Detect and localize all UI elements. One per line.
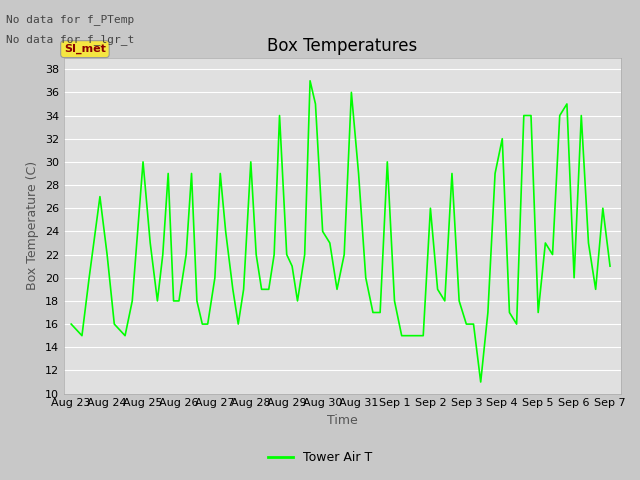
- Text: No data for f_PTemp: No data for f_PTemp: [6, 14, 134, 25]
- X-axis label: Time: Time: [327, 414, 358, 427]
- Title: Box Temperatures: Box Temperatures: [268, 36, 417, 55]
- Legend: Tower Air T: Tower Air T: [263, 446, 377, 469]
- Text: No data for f_lgr_t: No data for f_lgr_t: [6, 34, 134, 45]
- Text: SI_met: SI_met: [64, 44, 106, 54]
- Y-axis label: Box Temperature (C): Box Temperature (C): [26, 161, 39, 290]
